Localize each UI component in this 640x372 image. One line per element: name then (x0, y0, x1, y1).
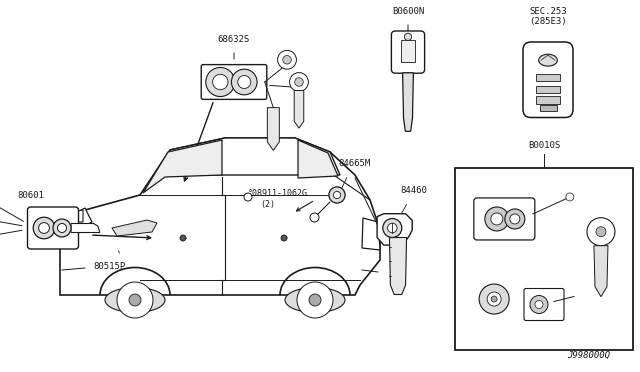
Circle shape (383, 218, 402, 237)
Polygon shape (268, 108, 279, 150)
Circle shape (388, 223, 397, 233)
Ellipse shape (285, 288, 345, 312)
Bar (455, 168, 633, 350)
Polygon shape (112, 220, 157, 236)
Circle shape (238, 76, 251, 89)
Polygon shape (70, 210, 83, 222)
Bar (536, 86, 560, 93)
Circle shape (289, 73, 308, 92)
Circle shape (117, 282, 153, 318)
Circle shape (180, 235, 186, 241)
Polygon shape (143, 140, 222, 193)
Circle shape (479, 284, 509, 314)
Circle shape (487, 292, 501, 306)
Polygon shape (594, 246, 608, 297)
Polygon shape (165, 138, 340, 175)
Circle shape (587, 218, 615, 246)
Circle shape (329, 187, 345, 203)
Circle shape (510, 214, 520, 224)
FancyBboxPatch shape (392, 31, 424, 73)
Circle shape (404, 33, 412, 41)
FancyBboxPatch shape (524, 289, 564, 321)
Circle shape (283, 55, 291, 64)
Circle shape (530, 295, 548, 314)
Bar (536, 96, 560, 103)
Polygon shape (294, 90, 304, 128)
Bar (540, 105, 557, 111)
Text: 80601: 80601 (17, 191, 44, 200)
Circle shape (294, 78, 303, 86)
Circle shape (33, 217, 55, 239)
Text: 84460: 84460 (400, 186, 427, 195)
Circle shape (491, 296, 497, 302)
Text: B0600N: B0600N (392, 7, 424, 16)
Circle shape (232, 69, 257, 95)
Circle shape (566, 193, 574, 201)
Circle shape (310, 213, 319, 222)
Circle shape (535, 301, 543, 308)
Bar (401, 41, 415, 62)
Circle shape (309, 294, 321, 306)
Polygon shape (362, 218, 380, 250)
Text: °08911-1062G: °08911-1062G (248, 189, 308, 199)
Circle shape (278, 50, 296, 69)
Circle shape (53, 219, 71, 237)
Polygon shape (298, 140, 338, 178)
Circle shape (129, 294, 141, 306)
Circle shape (281, 235, 287, 241)
Ellipse shape (539, 54, 557, 66)
Circle shape (244, 193, 252, 201)
Text: 80515P: 80515P (94, 262, 126, 271)
Text: 84665M: 84665M (338, 159, 371, 168)
Ellipse shape (105, 288, 165, 312)
Polygon shape (390, 237, 406, 295)
Text: SEC.253: SEC.253 (529, 7, 567, 16)
Circle shape (38, 222, 49, 233)
Text: (285E3): (285E3) (529, 17, 567, 26)
Text: (2): (2) (260, 199, 275, 208)
Circle shape (485, 207, 509, 231)
Circle shape (297, 282, 333, 318)
Polygon shape (60, 138, 380, 295)
Polygon shape (403, 73, 413, 131)
FancyBboxPatch shape (523, 42, 573, 118)
Text: J998000Q: J998000Q (567, 351, 610, 360)
FancyBboxPatch shape (474, 198, 535, 240)
Text: B0010S: B0010S (528, 141, 560, 150)
Text: 68632S: 68632S (218, 35, 250, 44)
Circle shape (58, 224, 67, 232)
Bar (536, 74, 560, 81)
Circle shape (505, 209, 525, 229)
Circle shape (491, 213, 503, 225)
FancyBboxPatch shape (28, 207, 79, 249)
FancyBboxPatch shape (201, 65, 267, 99)
Polygon shape (62, 208, 92, 238)
Polygon shape (71, 224, 100, 232)
Polygon shape (377, 214, 412, 245)
Circle shape (333, 192, 340, 199)
Circle shape (206, 67, 235, 97)
Circle shape (212, 74, 228, 90)
Circle shape (596, 227, 606, 237)
